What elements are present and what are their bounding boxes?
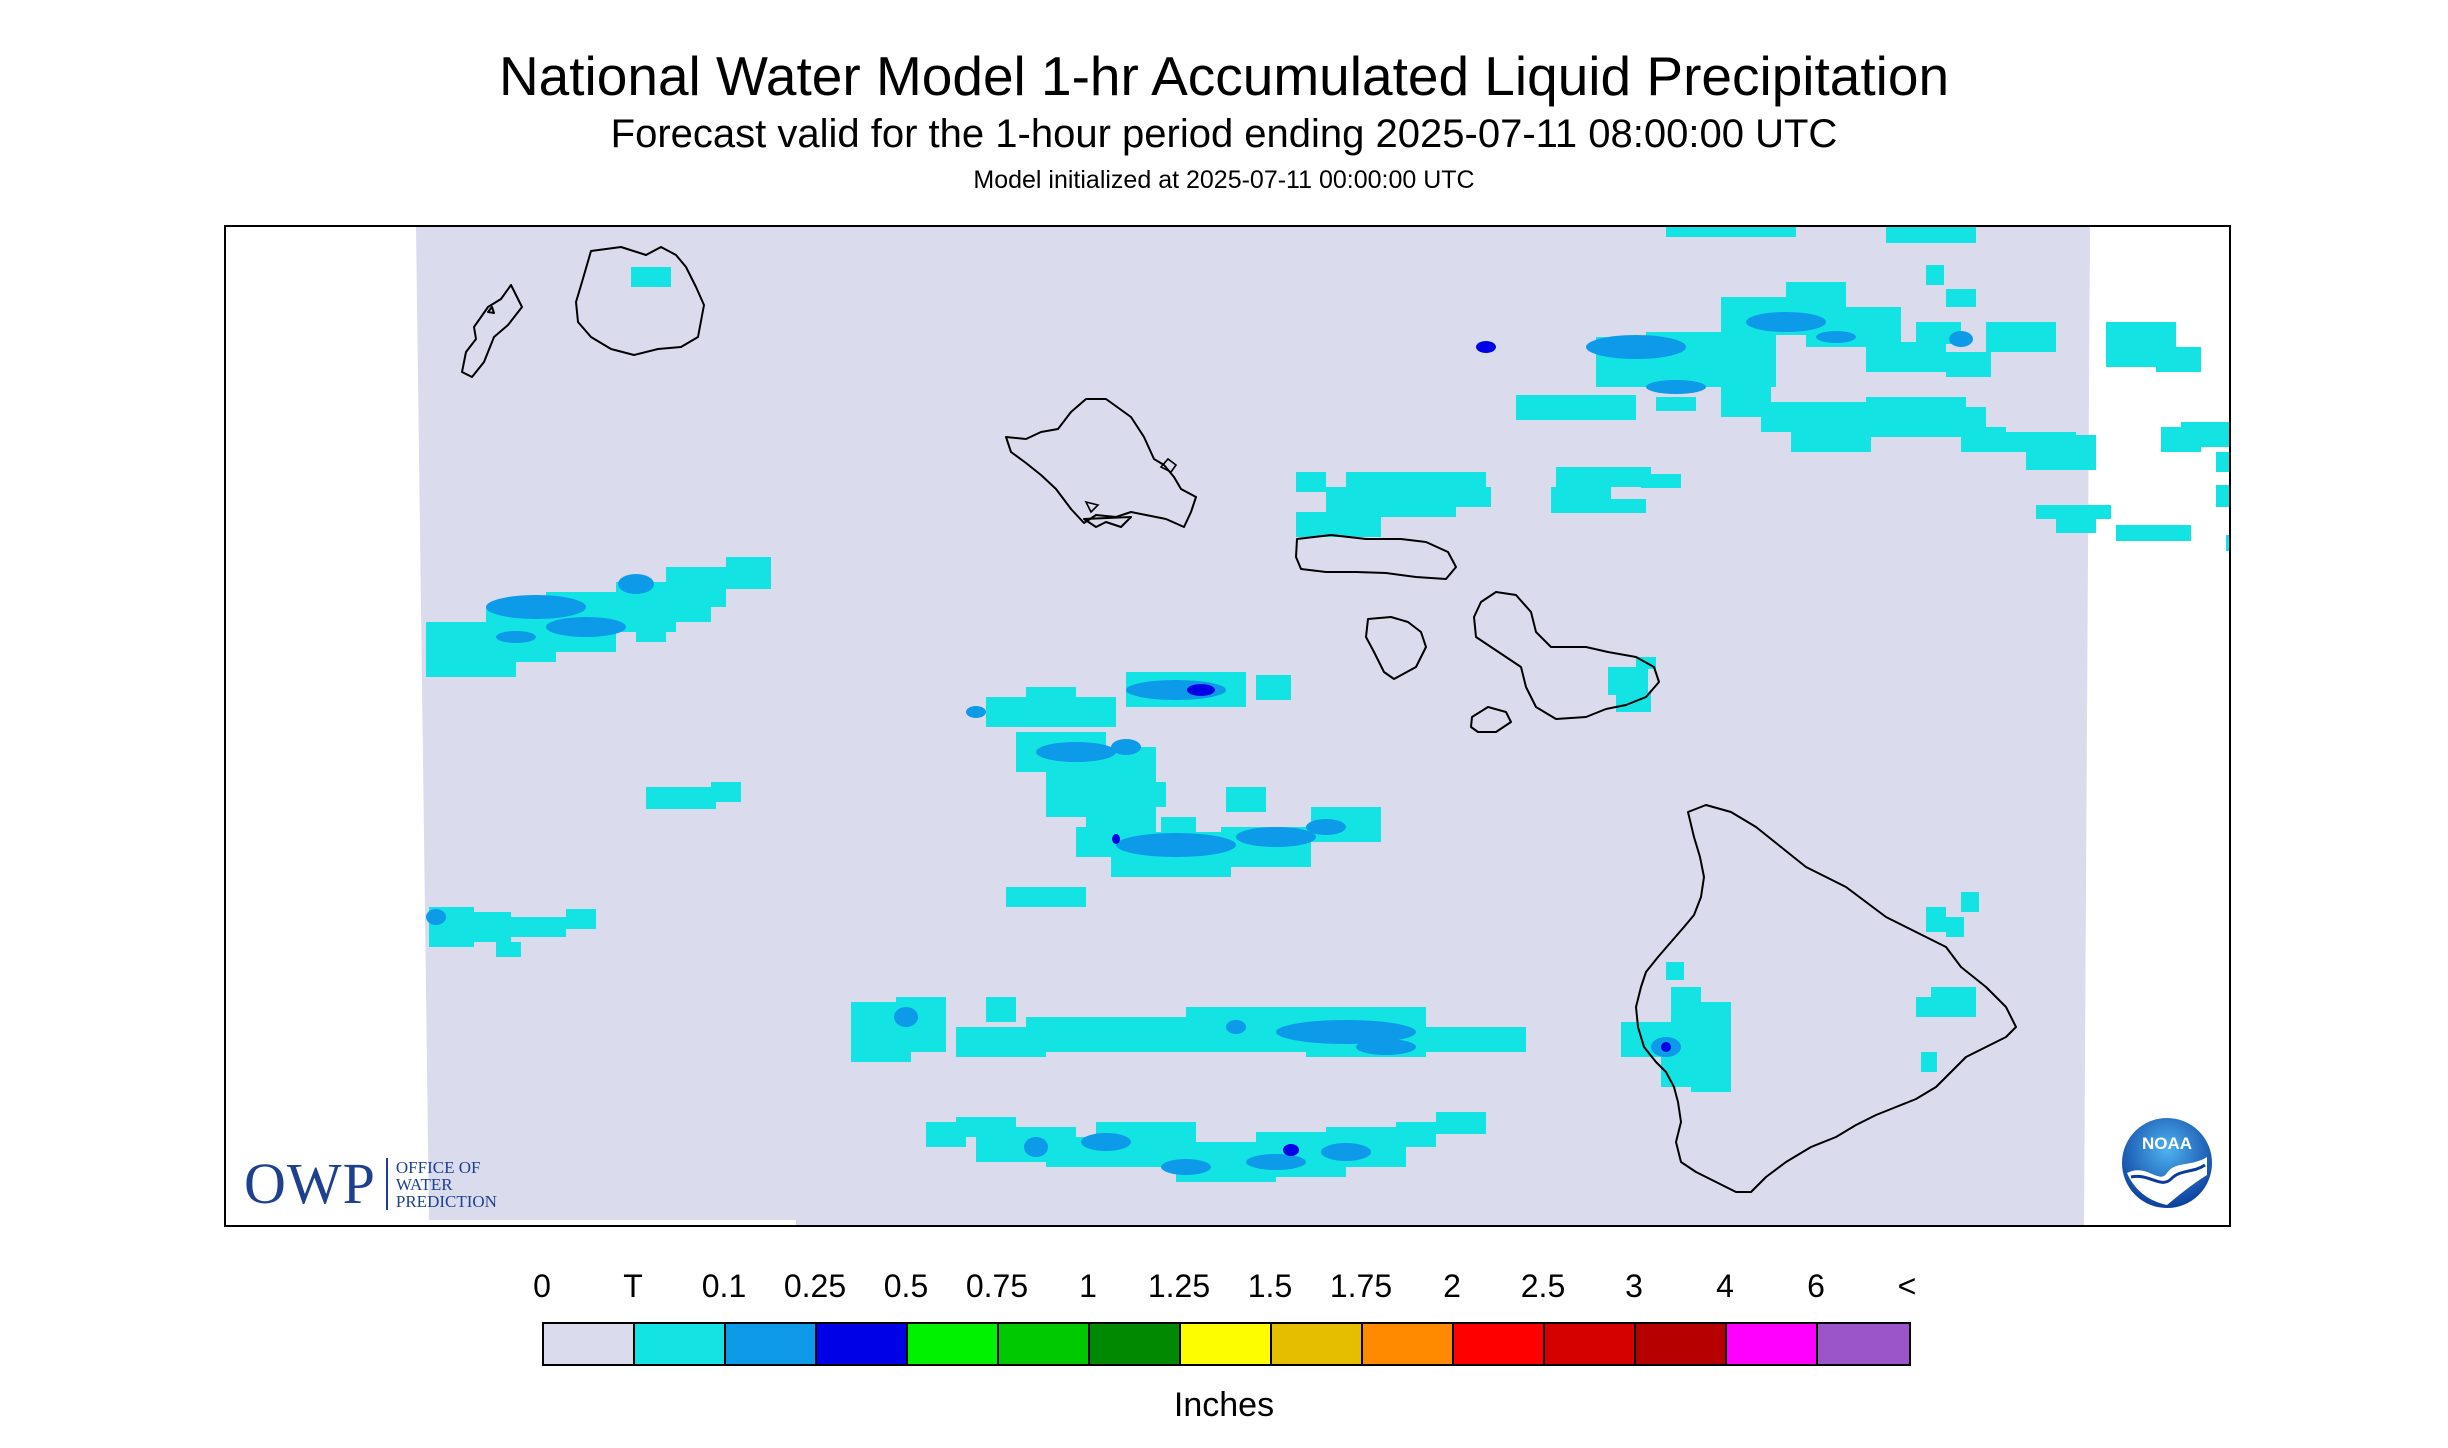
legend-tick-label: 0.25: [783, 1268, 847, 1304]
legend-tick-label: T: [623, 1268, 643, 1304]
coastlines: [461, 246, 2017, 1193]
legend-tick-label: 1.75: [1329, 1268, 1393, 1304]
map-canvas: [416, 227, 2229, 1225]
legend-swatch: [544, 1324, 635, 1364]
legend-swatch: [908, 1324, 999, 1364]
owp-logo-line: PREDICTION: [395, 1191, 497, 1211]
legend-swatch: [1636, 1324, 1727, 1364]
legend-tick-label: 1.5: [1247, 1268, 1293, 1304]
legend-tick-label: 2.5: [1520, 1268, 1566, 1304]
owp-logo-line: OFFICE OF: [395, 1157, 481, 1177]
light-blue-precip-cells: [426, 312, 1973, 1175]
legend-tick-label: 0.1: [701, 1268, 747, 1304]
legend-tick-label: 0: [533, 1268, 551, 1304]
legend-tick-label: <: [1897, 1268, 1917, 1304]
precipitation-map: OWP OFFICE OF WATER PREDICTION NOAA: [224, 225, 2231, 1227]
legend-tick-label: 2: [1443, 1268, 1461, 1304]
legend-tick-label: 0.75: [965, 1268, 1029, 1304]
oahu-harbor-detail: [1084, 457, 1178, 514]
map-subtitle: Forecast valid for the 1-hour period end…: [610, 112, 1838, 156]
legend-swatch: [635, 1324, 726, 1364]
owp-logo-words: OFFICE OF WATER PREDICTION: [396, 1159, 497, 1210]
legend-swatch: [1818, 1324, 1909, 1364]
noaa-logo: NOAA: [2120, 1116, 2214, 1210]
legend-swatch: [1090, 1324, 1181, 1364]
legend-tick-label: 1: [1079, 1268, 1097, 1304]
noaa-logo-text: NOAA: [2142, 1134, 2192, 1153]
legend-tick-label: 4: [1716, 1268, 1734, 1304]
legend-tick-label: 6: [1807, 1268, 1825, 1304]
owp-logo-divider: [385, 1158, 388, 1210]
legend-swatch: [817, 1324, 908, 1364]
legend-color-bar: [542, 1322, 1911, 1366]
owp-logo-acronym: OWP: [244, 1151, 376, 1216]
legend-swatch: [999, 1324, 1090, 1364]
legend-swatch: [1181, 1324, 1272, 1364]
trace-precip-areas: [426, 227, 2229, 1182]
model-domain: [416, 227, 2090, 1225]
model-init-time: Model initialized at 2025-07-11 00:00:00…: [973, 166, 1475, 194]
legend-swatch: [726, 1324, 817, 1364]
legend-swatch: [1545, 1324, 1636, 1364]
legend-units-label: Inches: [1173, 1386, 1275, 1424]
owp-logo: OWP OFFICE OF WATER PREDICTION: [244, 1151, 497, 1216]
legend-swatch: [1363, 1324, 1454, 1364]
legend-swatch: [1727, 1324, 1818, 1364]
legend-ticks: 0 T 0.1 0.25 0.5 0.75 1 1.25 1.5 1.75 2 2.5 3 4 6 <: [533, 1268, 1922, 1308]
owp-logo-line: WATER: [395, 1174, 453, 1194]
legend-tick-label: 3: [1625, 1268, 1643, 1304]
map-title: National Water Model 1-hr Accumulated Li…: [498, 45, 1950, 107]
legend-tick-label: 1.25: [1147, 1268, 1211, 1304]
legend-swatch: [1272, 1324, 1363, 1364]
legend-tick-label: 0.5: [883, 1268, 929, 1304]
blue-precip-cores: [1112, 341, 1671, 1156]
legend-swatch: [1454, 1324, 1545, 1364]
